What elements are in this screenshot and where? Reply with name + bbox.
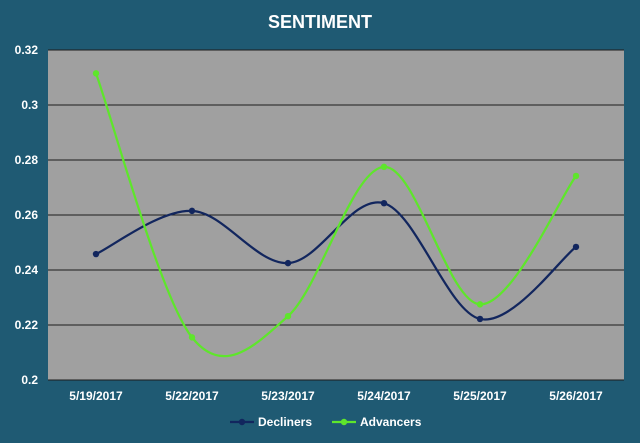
data-point — [476, 315, 484, 323]
y-tick-label: 0.28 — [15, 153, 39, 167]
y-tick-label: 0.32 — [15, 43, 39, 57]
x-tick-label: 5/26/2017 — [549, 389, 603, 403]
x-tick-label: 5/19/2017 — [69, 389, 123, 403]
series-decliners — [92, 199, 580, 323]
legend-label: Decliners — [258, 415, 312, 429]
x-tick-label: 5/23/2017 — [261, 389, 315, 403]
x-tick-label: 5/25/2017 — [453, 389, 507, 403]
data-point — [92, 70, 100, 77]
data-point — [284, 259, 292, 267]
x-axis-ticks: 5/19/2017 5/22/2017 5/23/2017 5/24/2017 5/25… — [69, 389, 603, 403]
data-point — [92, 250, 100, 258]
y-tick-label: 0.24 — [15, 263, 39, 277]
gridlines — [48, 49, 624, 381]
data-point — [572, 243, 580, 251]
x-tick-label: 5/24/2017 — [357, 389, 411, 403]
y-tick-label: 0.2 — [21, 373, 38, 387]
data-point — [476, 301, 484, 308]
data-point — [188, 207, 196, 215]
data-point — [572, 172, 580, 180]
legend-marker — [238, 418, 246, 426]
data-point — [380, 163, 388, 171]
legend-label: Advancers — [360, 415, 422, 429]
data-point — [380, 199, 388, 207]
legend: Decliners Advancers — [230, 415, 422, 429]
legend-item-advancers: Advancers — [332, 415, 422, 429]
series-advancers — [92, 70, 580, 358]
legend-marker — [340, 418, 348, 426]
y-tick-label: 0.26 — [15, 208, 39, 222]
y-axis-ticks: 0.2 0.22 0.24 0.26 0.28 0.3 0.32 — [15, 43, 39, 387]
data-point — [188, 334, 196, 341]
chart-title: SENTIMENT — [268, 12, 372, 32]
series-lines — [92, 70, 580, 358]
x-tick-label: 5/22/2017 — [165, 389, 219, 403]
y-tick-label: 0.22 — [15, 318, 39, 332]
y-tick-label: 0.3 — [21, 98, 38, 112]
series-line — [94, 72, 577, 358]
data-point — [284, 313, 292, 320]
legend-item-decliners: Decliners — [230, 415, 312, 429]
